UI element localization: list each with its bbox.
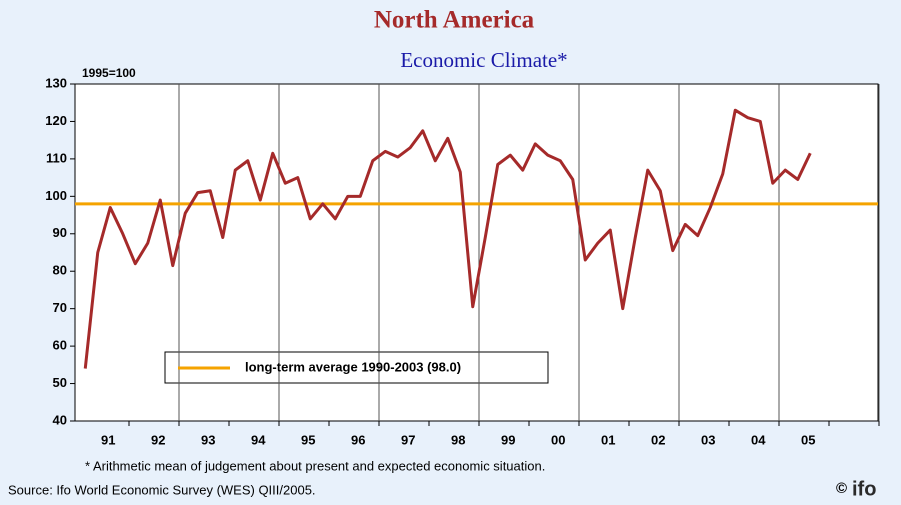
y-tick-label: 90	[53, 225, 67, 240]
y-axis-label: 1995=100	[82, 66, 136, 80]
x-tick-label: 00	[551, 432, 565, 447]
x-tick-label: 04	[751, 432, 766, 447]
x-tick-label: 93	[201, 432, 215, 447]
y-tick-label: 50	[53, 375, 67, 390]
x-tick-label: 01	[601, 432, 615, 447]
x-tick-label: 02	[651, 432, 665, 447]
chart-subtitle: Economic Climate*	[400, 48, 567, 72]
x-tick-label: 98	[451, 432, 465, 447]
y-tick-label: 120	[45, 113, 67, 128]
y-tick-label: 100	[45, 188, 67, 203]
x-tick-label: 94	[251, 432, 266, 447]
copyright: ©	[836, 480, 847, 497]
y-tick-label: 70	[53, 300, 67, 315]
x-tick-label: 92	[151, 432, 165, 447]
x-tick-label: 97	[401, 432, 415, 447]
x-tick-label: 99	[501, 432, 515, 447]
y-tick-label: 80	[53, 263, 67, 278]
footnote: * Arithmetic mean of judgement about pre…	[85, 458, 545, 473]
x-tick-label: 05	[801, 432, 815, 447]
x-tick-label: 03	[701, 432, 715, 447]
x-tick-label: 95	[301, 432, 315, 447]
legend-label: long-term average 1990-2003 (98.0)	[245, 359, 461, 374]
y-tick-label: 40	[53, 412, 67, 427]
series-line	[83, 108, 812, 369]
x-tick-label: 96	[351, 432, 365, 447]
y-tick-label: 130	[45, 75, 67, 90]
y-tick-label: 110	[46, 150, 67, 165]
source: Source: Ifo World Economic Survey (WES) …	[8, 482, 316, 497]
x-tick-label: 91	[101, 432, 115, 447]
y-tick-label: 60	[53, 338, 67, 353]
chart-title: North America	[374, 7, 535, 34]
logo: ifo	[852, 478, 876, 500]
